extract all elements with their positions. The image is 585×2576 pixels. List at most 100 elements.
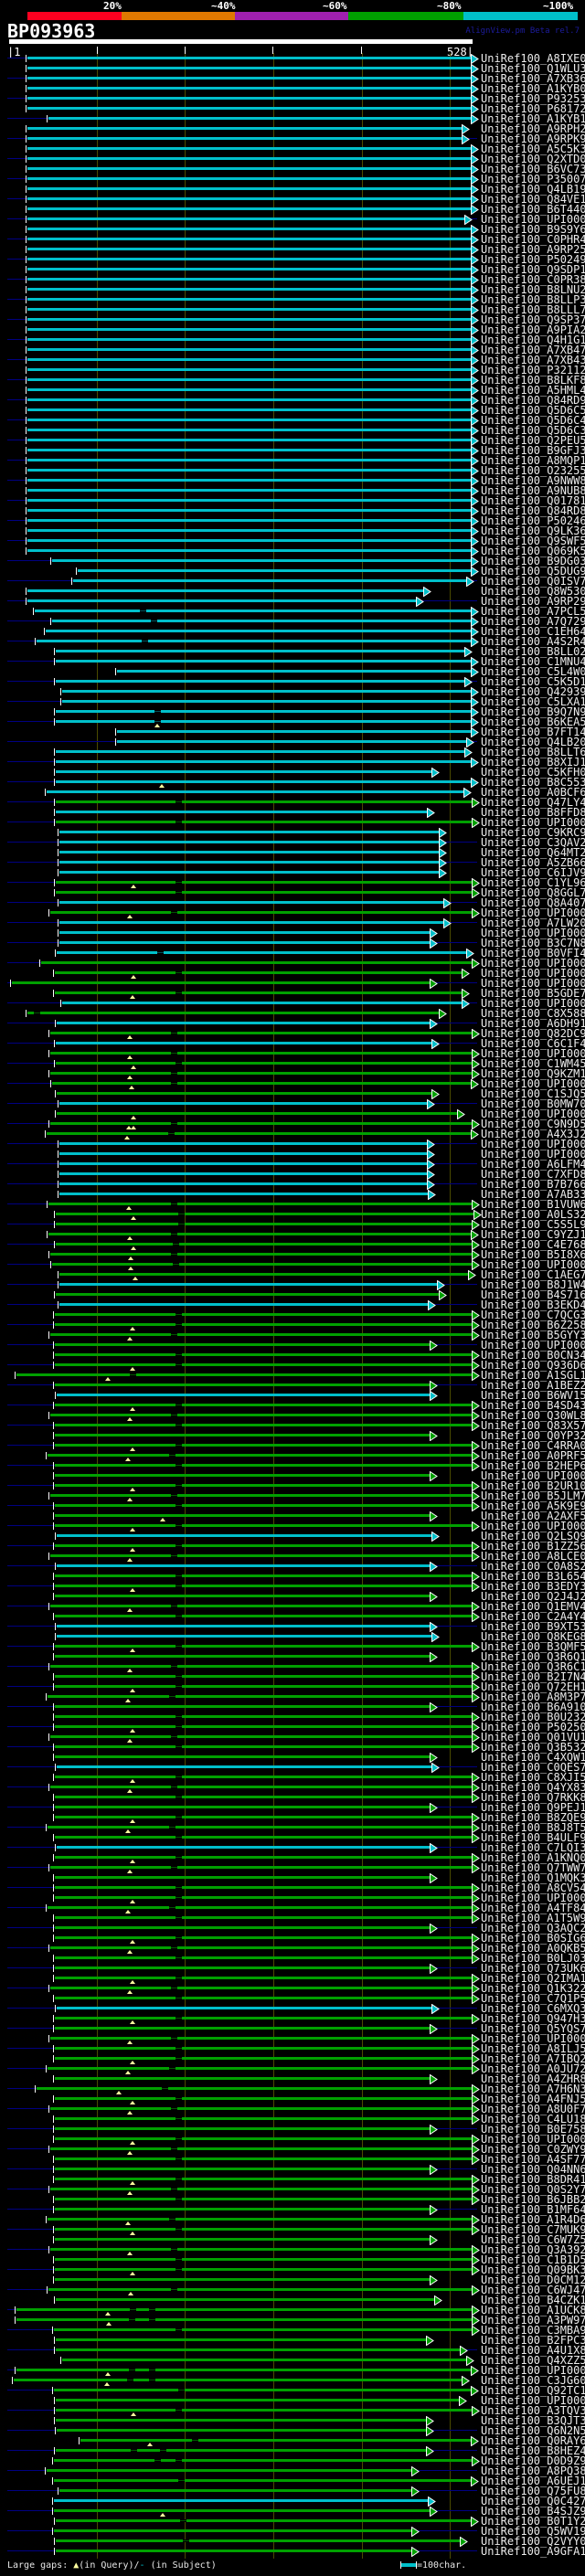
- alignment-bar[interactable]: [35, 610, 471, 612]
- hit-label[interactable]: UniRef100_Q82DC9: [481, 1027, 585, 1040]
- hit-label[interactable]: UniRef100_Q5DUG9: [481, 565, 585, 578]
- alignment-bar[interactable]: [55, 1323, 472, 1326]
- hit-label[interactable]: UniRef100_C5K5D1: [481, 675, 585, 688]
- hit-label[interactable]: UniRef100_B6KEA5: [481, 716, 585, 728]
- alignment-bar[interactable]: [55, 2047, 472, 2050]
- alignment-bar[interactable]: [12, 981, 430, 984]
- alignment-bar[interactable]: [54, 2389, 471, 2391]
- hit-label[interactable]: UniRef100_C4RRA0: [481, 1439, 585, 1452]
- alignment-bar[interactable]: [56, 2539, 460, 2542]
- alignment-bar[interactable]: [27, 479, 471, 482]
- alignment-bar[interactable]: [50, 1052, 472, 1055]
- alignment-bar[interactable]: [50, 2107, 472, 2110]
- alignment-bar[interactable]: [54, 2459, 472, 2462]
- hit-label[interactable]: UniRef100_C0ZWY9: [481, 2143, 585, 2156]
- hit-label[interactable]: UniRef100_C3QAV2: [481, 836, 585, 849]
- hit-label[interactable]: UniRef100_C1AEG7: [481, 1268, 585, 1281]
- alignment-bar[interactable]: [55, 971, 462, 974]
- alignment-bar[interactable]: [48, 1203, 472, 1205]
- hit-label[interactable]: UniRef100_UPI000..: [481, 1469, 585, 1482]
- hit-label[interactable]: UniRef100_Q5D6C5: [481, 404, 585, 417]
- hit-label[interactable]: UniRef100_B8FFD8: [481, 806, 585, 819]
- alignment-bar[interactable]: [27, 529, 471, 532]
- alignment-bar[interactable]: [27, 459, 471, 461]
- hit-label[interactable]: UniRef100_Q9SDP1: [481, 263, 585, 276]
- alignment-bar[interactable]: [56, 2338, 426, 2341]
- hit-label[interactable]: UniRef100_Q75FU8: [481, 2485, 585, 2497]
- alignment-bar[interactable]: [55, 1745, 472, 1748]
- hit-label[interactable]: UniRef100_C5S5L9: [481, 1218, 585, 1231]
- alignment-bar[interactable]: [55, 1705, 430, 1708]
- hit-label[interactable]: UniRef100_Q1K322: [481, 1982, 585, 1995]
- hit-label[interactable]: UniRef100_Q2J4J2: [481, 1590, 585, 1603]
- alignment-bar[interactable]: [80, 2439, 471, 2442]
- hit-label[interactable]: UniRef100_Q3R6Q1: [481, 1650, 585, 1663]
- hit-label[interactable]: UniRef100_A7XB36: [481, 72, 585, 85]
- alignment-bar[interactable]: [48, 2218, 472, 2221]
- hit-label[interactable]: UniRef100_P35007: [481, 173, 585, 186]
- alignment-bar[interactable]: [48, 2288, 472, 2291]
- alignment-bar[interactable]: [27, 177, 471, 180]
- alignment-bar[interactable]: [55, 1313, 472, 1316]
- alignment-bar[interactable]: [55, 1816, 472, 1818]
- hit-label[interactable]: UniRef100_A7IBQ2: [481, 2052, 585, 2065]
- hit-label[interactable]: UniRef100_B0MW70: [481, 1097, 585, 1110]
- hit-label[interactable]: UniRef100_Q8GGL7: [481, 886, 585, 899]
- hit-label[interactable]: UniRef100_UPI000..: [481, 1520, 585, 1532]
- alignment-bar[interactable]: [16, 2318, 472, 2321]
- hit-label[interactable]: UniRef100_A9NWW8: [481, 474, 585, 487]
- alignment-bar[interactable]: [50, 1554, 472, 1557]
- alignment-bar[interactable]: [27, 157, 471, 160]
- hit-label[interactable]: UniRef100_A1UCK8: [481, 2304, 585, 2316]
- hit-label[interactable]: UniRef100_Q1MQK3: [481, 1871, 585, 1884]
- hit-label[interactable]: UniRef100_UPI000..: [481, 927, 585, 939]
- hit-label[interactable]: UniRef100_Q5YQS7: [481, 2022, 585, 2035]
- hit-label[interactable]: UniRef100_B2HEP6: [481, 1459, 585, 1472]
- alignment-bar[interactable]: [55, 1966, 430, 1969]
- alignment-bar[interactable]: [48, 1454, 472, 1457]
- hit-label[interactable]: UniRef100_UPI000..: [481, 1077, 585, 1090]
- alignment-bar[interactable]: [55, 2258, 472, 2261]
- hit-label[interactable]: UniRef100_A6LFM4: [481, 1158, 585, 1171]
- alignment-bar[interactable]: [117, 740, 466, 743]
- alignment-bar[interactable]: [57, 1846, 430, 1849]
- hit-label[interactable]: UniRef100_D0CM12: [481, 2274, 585, 2286]
- alignment-bar[interactable]: [62, 700, 471, 703]
- hit-label[interactable]: UniRef100_P50250: [481, 1721, 585, 1733]
- alignment-bar[interactable]: [56, 2549, 411, 2552]
- hit-label[interactable]: UniRef100_C1YL96: [481, 876, 585, 889]
- hit-label[interactable]: UniRef100_A8M3P7: [481, 1691, 585, 1703]
- alignment-bar[interactable]: [48, 1826, 472, 1829]
- hit-label[interactable]: UniRef100_Q09BK3: [481, 2263, 585, 2276]
- hit-label[interactable]: UniRef100_Q5D6C4: [481, 414, 585, 427]
- hit-label[interactable]: UniRef100_Q4H1G1: [481, 334, 585, 346]
- hit-label[interactable]: UniRef100_Q0YP32: [481, 1429, 585, 1442]
- hit-label[interactable]: UniRef100_B6Z258: [481, 1319, 585, 1331]
- hit-label[interactable]: UniRef100_B3EDY3: [481, 1580, 585, 1593]
- hit-label[interactable]: UniRef100_Q9LK36: [481, 525, 585, 537]
- alignment-bar[interactable]: [16, 1373, 472, 1376]
- hit-label[interactable]: UniRef100_Q2LSQ9: [481, 1530, 585, 1542]
- hit-label[interactable]: UniRef100_B6A910: [481, 1701, 585, 1713]
- alignment-bar[interactable]: [27, 107, 471, 110]
- hit-label[interactable]: UniRef100_A1BEZ2: [481, 1379, 585, 1392]
- hit-label[interactable]: UniRef100_A9RPH2: [481, 122, 585, 135]
- alignment-bar[interactable]: [55, 1474, 430, 1477]
- hit-label[interactable]: UniRef100_Q6N2N5: [481, 2424, 585, 2437]
- alignment-bar[interactable]: [57, 1394, 430, 1396]
- alignment-bar[interactable]: [55, 1353, 472, 1356]
- alignment-bar[interactable]: [27, 288, 471, 291]
- hit-label[interactable]: UniRef100_C8XJI5: [481, 1771, 585, 1784]
- alignment-bar[interactable]: [55, 1585, 472, 1587]
- alignment-bar[interactable]: [117, 730, 471, 733]
- hit-label[interactable]: UniRef100_B3QJT3: [481, 2414, 585, 2427]
- alignment-bar[interactable]: [50, 1032, 472, 1034]
- hit-label[interactable]: UniRef100_Q0RAY6: [481, 2434, 585, 2447]
- alignment-bar[interactable]: [55, 1434, 430, 1436]
- hit-label[interactable]: UniRef100_A8PQ38: [481, 2465, 585, 2477]
- hit-label[interactable]: UniRef100_A8U0F7: [481, 2103, 585, 2115]
- hit-label[interactable]: UniRef100_C5L4W0: [481, 665, 585, 678]
- hit-label[interactable]: UniRef100_C1WM45: [481, 1057, 585, 1070]
- hit-label[interactable]: UniRef100_B8LLP3: [481, 293, 585, 306]
- alignment-bar[interactable]: [55, 1856, 472, 1859]
